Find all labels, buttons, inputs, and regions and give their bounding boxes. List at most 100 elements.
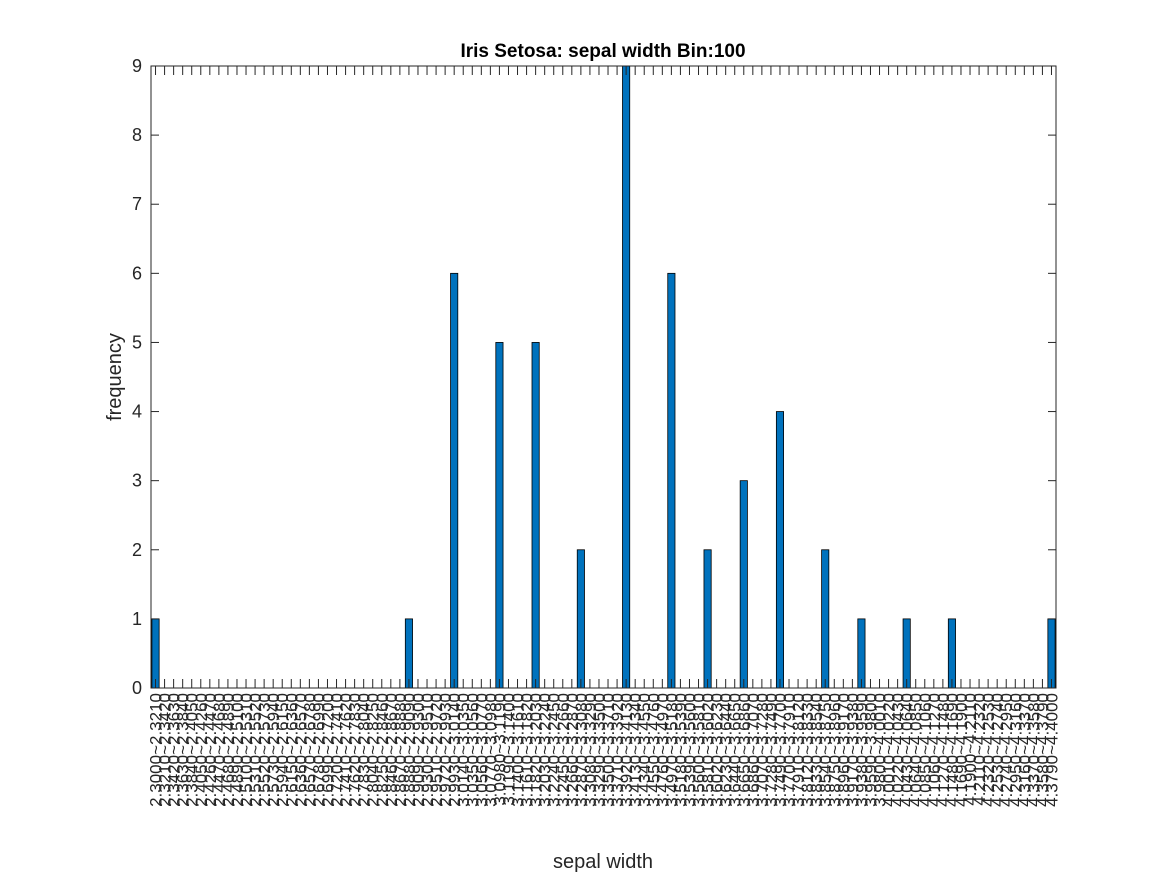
x-tick-label: 2.9720~2.9930 (436, 693, 455, 807)
x-tick-label: 2.9930~3.0140 (445, 693, 464, 807)
x-tick-label: 3.2870~3.3080 (572, 693, 591, 807)
x-tick-label: 3.3500~3.3710 (599, 693, 618, 807)
x-tick-label: 2.7620~2.7830 (346, 693, 365, 807)
x-tick-label: 3.6650~3.6860 (735, 693, 754, 807)
histogram-bar (947, 618, 956, 689)
y-tick-label: 7 (132, 194, 142, 214)
histogram-bar (450, 272, 459, 689)
x-tick-label: 3.0560~3.0770 (472, 693, 491, 807)
x-tick-label: 2.9090~2.9300 (409, 693, 428, 807)
x-tick-label: 4.3790~4.4000 (1042, 693, 1061, 807)
x-tick-label: 4.0430~4.0640 (898, 693, 917, 807)
y-tick-label: 1 (132, 609, 142, 629)
x-tick-label: 3.5600~3.5810 (690, 693, 709, 807)
x-tick-label: 4.1480~4.1690 (943, 693, 962, 807)
x-tick-label: 3.0770~3.0980 (481, 693, 500, 807)
x-tick-label: 3.7700~3.7910 (780, 693, 799, 807)
x-tick-label: 3.8330~3.8540 (807, 693, 826, 807)
x-tick-label: 4.2950~4.3160 (1006, 693, 1025, 807)
y-tick-label: 5 (132, 332, 142, 352)
x-tick-label: 3.3710~3.3920 (608, 693, 627, 807)
x-tick-label: 3.4550~3.4760 (644, 693, 663, 807)
x-tick-label: 3.1190~3.1400 (499, 693, 518, 806)
x-tick-label: 3.5180~3.5390 (671, 693, 690, 807)
x-tick-label: 3.6230~3.6440 (717, 693, 736, 807)
histogram-bar (775, 411, 784, 689)
x-tick-label: 2.3210~2.3420 (156, 693, 175, 807)
x-tick-label: 3.2660~3.2870 (563, 693, 582, 807)
x-tick-label: 4.1270~4.1480 (934, 693, 953, 807)
x-tick-label: 3.9170~3.9380 (843, 693, 862, 807)
x-tick-label: 2.5730~2.5940 (264, 693, 283, 807)
histogram-bar (576, 549, 585, 689)
x-tick-label: 2.4470~2.4680 (210, 693, 229, 807)
x-tick-label: 2.6360~2.6570 (291, 693, 310, 807)
x-tick-label: 4.3580~4.3790 (1033, 693, 1052, 807)
x-tick-label: 2.4260~2.4470 (201, 693, 220, 807)
x-tick-label: 4.0010~4.0220 (880, 693, 899, 807)
x-tick-label: 3.7490~3.7700 (771, 693, 790, 807)
histogram-bar (495, 342, 504, 689)
y-tick-label: 0 (132, 678, 142, 698)
chart-title: Iris Setosa: sepal width Bin:100 (460, 41, 745, 62)
x-tick-label: 2.6150~2.6360 (282, 693, 301, 807)
x-tick-label: 2.8670~2.8880 (391, 693, 410, 807)
x-tick-label: 4.2110~4.2320 (970, 693, 989, 806)
x-tick-label: 3.9590~3.9800 (861, 693, 880, 807)
histogram-bar (622, 65, 631, 689)
x-tick-label: 3.1820~3.2030 (527, 693, 546, 807)
x-tick-label: 2.4680~2.4890 (219, 693, 238, 807)
x-tick-label: 2.3840~2.4050 (183, 693, 202, 807)
y-tick-labels: 0 1 2 3 4 5 6 7 8 9 (132, 56, 142, 698)
x-tick-label: 3.4130~3.4340 (626, 693, 645, 807)
x-tick-label: 4.1900~4.2110 (961, 693, 980, 806)
x-tick-label: 3.7070~3.7280 (753, 693, 772, 807)
histogram-bar (151, 618, 160, 689)
x-tick-label: 2.3630~2.3840 (174, 693, 193, 807)
y-tick-label: 9 (132, 56, 142, 76)
histogram-bar (857, 618, 866, 689)
histogram-bar (1047, 618, 1056, 689)
x-tick-label: 4.2320~4.2530 (979, 693, 998, 807)
x-tick-label: 3.0980~3.1190 (490, 693, 509, 806)
x-tick-label: 2.8250~2.8460 (373, 693, 392, 807)
x-tick-label: 2.7410~2.7620 (337, 693, 356, 807)
x-tick-label: 3.3920~3.4130 (617, 693, 636, 807)
x-tick-label: 3.6860~3.7070 (744, 693, 763, 807)
histogram-bar (531, 342, 540, 689)
x-tick-label: 3.8960~3.9170 (834, 693, 853, 807)
y-tick-label: 8 (132, 125, 142, 145)
histogram-bar (821, 549, 830, 689)
x-tick-label: 3.6440~3.6650 (726, 693, 745, 807)
x-tick-label: 2.6780~2.6990 (309, 693, 328, 807)
x-tick-label: 2.5310~2.5520 (246, 693, 265, 807)
x-tick-label: 2.4050~2.4260 (192, 693, 211, 807)
y-tick-label: 2 (132, 540, 142, 560)
x-tick-label: 3.1400~3.1610 (509, 693, 528, 807)
x-tick-label: 3.0140~3.0350 (454, 693, 473, 807)
y-tick-label: 3 (132, 471, 142, 491)
x-tick-label: 3.3290~3.3500 (590, 693, 609, 807)
x-tick-label: 2.7200~2.7410 (328, 693, 347, 807)
x-tick-labels: 2.3000~2.32102.3210~2.34202.3420~2.36302… (147, 693, 1062, 807)
x-tick-label: 2.8040~2.8250 (364, 693, 383, 807)
x-tick-label: 3.3080~3.3290 (581, 693, 600, 807)
x-tick-label: 3.8750~3.8960 (825, 693, 844, 807)
ticks-group (151, 65, 1056, 689)
x-tick-label: 4.2740~4.2950 (997, 693, 1016, 807)
x-tick-label: 4.0850~4.1060 (916, 693, 935, 807)
x-tick-label: 2.8460~2.8670 (382, 693, 401, 807)
x-tick-label: 2.9300~2.9510 (418, 693, 437, 807)
x-tick-label: 3.7280~3.7490 (762, 693, 781, 807)
x-tick-label: 2.5940~2.6150 (273, 693, 292, 807)
x-tick-label: 2.6990~2.7200 (318, 693, 337, 807)
x-tick-label: 3.9380~3.9590 (852, 693, 871, 807)
histogram-bar (667, 272, 676, 689)
x-tick-label: 4.1690~4.1900 (952, 693, 971, 807)
x-tick-label: 2.3420~2.3630 (165, 693, 184, 807)
x-tick-label: 3.4760~3.4970 (653, 693, 672, 807)
x-tick-label: 4.1060~4.1270 (925, 693, 944, 807)
